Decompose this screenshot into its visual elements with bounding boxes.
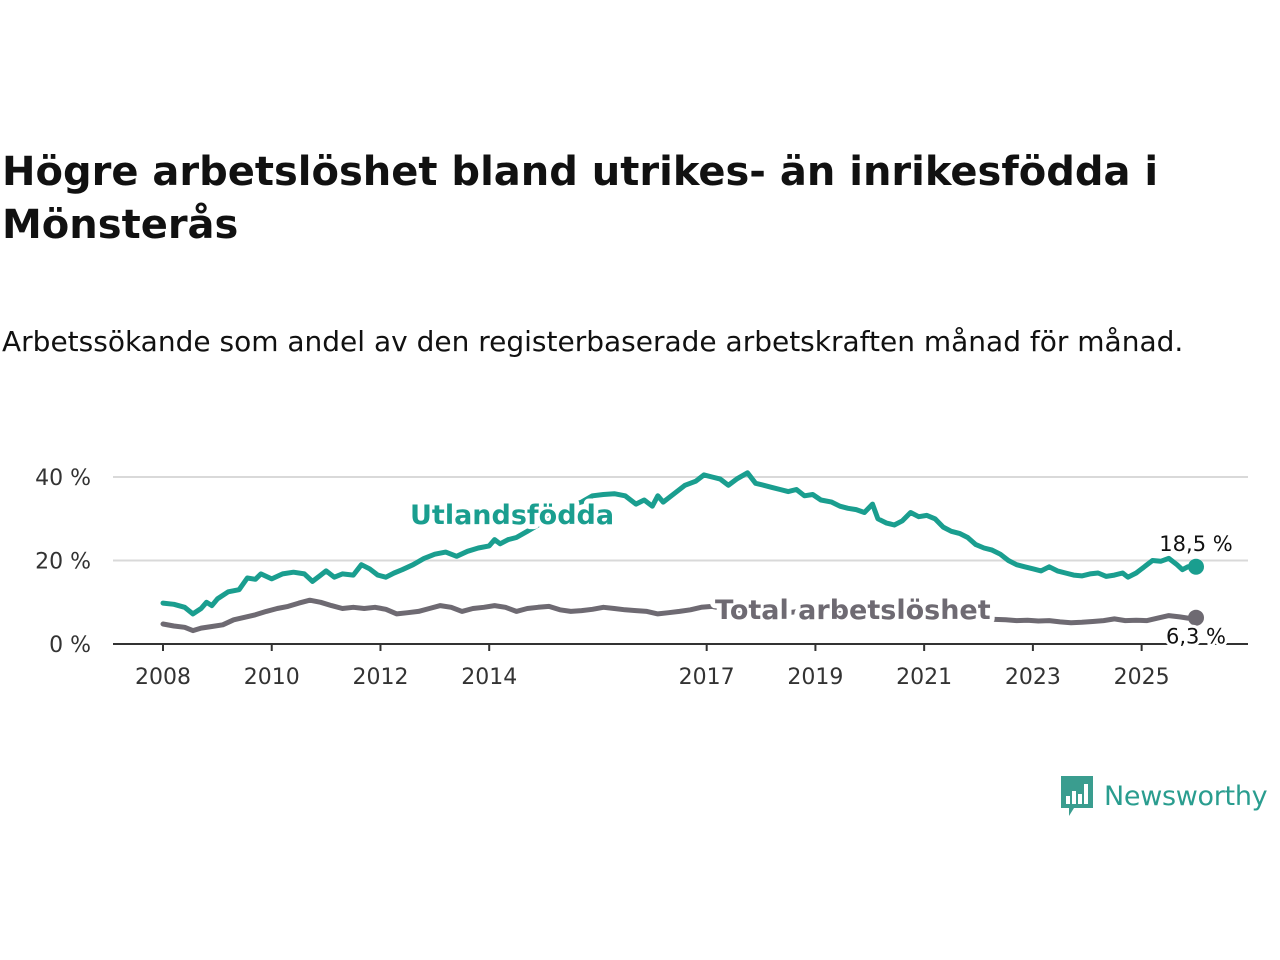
x-tick-label: 2017 <box>679 665 735 690</box>
y-tick-label: 40 % <box>35 466 91 491</box>
x-tick-label: 2021 <box>896 665 952 690</box>
chart-title: Högre arbetslöshet bland utrikes- än inr… <box>2 149 1159 248</box>
x-tick-label: 2010 <box>244 665 300 690</box>
series-end-point-utlandsfodda <box>1188 558 1204 575</box>
x-tick-label: 2023 <box>1005 665 1061 690</box>
x-tick-label: 2014 <box>461 665 517 690</box>
end-label-utlandsfodda: 18,5 % <box>1159 532 1232 556</box>
x-tick-label: 2008 <box>135 665 191 690</box>
series-lines <box>160 470 1204 634</box>
end-label-total: 6,3 % <box>1166 625 1226 649</box>
x-axis-ticks: 2008 2010 2012 2014 2017 2019 2021 2023 2025 <box>135 644 1170 690</box>
grid-lines <box>113 476 1248 562</box>
series-line-total <box>160 597 1199 634</box>
brand-name: Newsworthy <box>1104 780 1268 812</box>
series-label-utlandsfodda: Utlandsfödda <box>410 500 614 531</box>
line-chart: 0 % 20 % 40 % 2008 2010 2012 2014 2017 2019 2021… <box>35 466 1248 690</box>
brand-logo: Newsworthy <box>1058 773 1268 819</box>
y-tick-label: 0 % <box>49 633 91 658</box>
series-label-total-halo: Total arbetslöshet <box>715 595 991 626</box>
y-axis-ticks: 0 % 20 % 40 % <box>35 466 91 658</box>
series-label-utlandsfodda-halo: Utlandsfödda <box>410 500 614 531</box>
x-tick-label: 2012 <box>352 665 408 690</box>
end-label-utlandsfodda-halo: 18,5 % <box>1159 532 1232 556</box>
series-label-total: Total arbetslöshet <box>715 595 991 626</box>
bar-chart-speech-bubble-icon <box>1061 776 1093 816</box>
y-tick-label: 20 % <box>35 550 91 575</box>
x-tick-label: 2025 <box>1114 665 1170 690</box>
series-end-point-total <box>1188 609 1204 626</box>
x-tick-label: 2019 <box>787 665 843 690</box>
chart-subtitle: Arbetssökande som andel av den registerb… <box>2 325 1184 358</box>
series-line-utlandsfodda <box>160 470 1199 617</box>
end-label-total-halo: 6,3 % <box>1166 625 1226 649</box>
